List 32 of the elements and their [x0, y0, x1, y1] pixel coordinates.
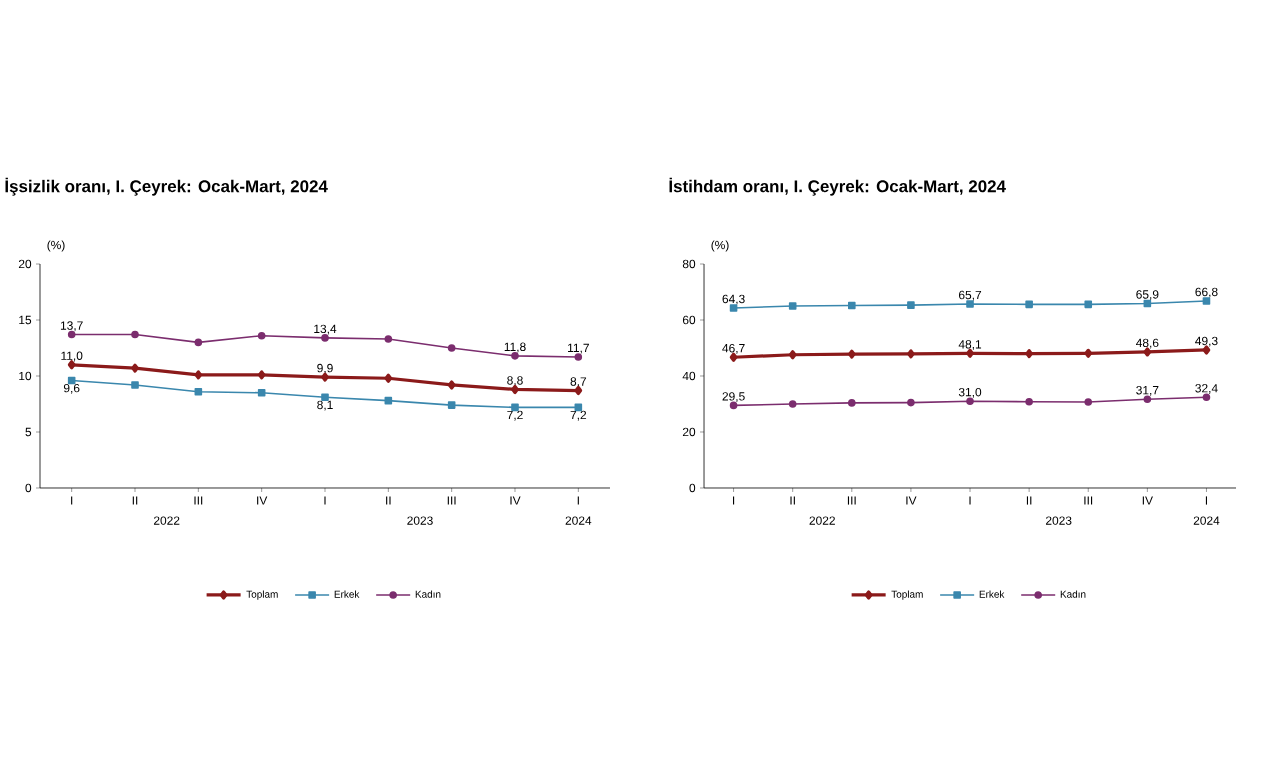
point [447, 401, 456, 409]
point [194, 338, 203, 347]
point [447, 380, 456, 390]
chart-title: İşsizlik oranı, I. Çeyrek: Ocak-Mart, 2024 [5, 177, 328, 196]
point [574, 385, 583, 396]
chart-title: İstihdam oranı, I. Çeyrek: Ocak-Mart, 2024 [669, 177, 1006, 196]
point [321, 372, 329, 382]
point [257, 389, 266, 397]
point [257, 370, 266, 380]
point [194, 370, 203, 380]
point [788, 302, 797, 310]
point [1025, 397, 1033, 406]
point [848, 399, 856, 407]
point [1084, 348, 1093, 358]
point [1084, 398, 1093, 406]
point [131, 381, 139, 389]
point [257, 331, 266, 340]
point [788, 350, 797, 360]
point [848, 301, 856, 310]
point [907, 301, 915, 309]
point [907, 398, 915, 407]
point [847, 349, 856, 359]
point [131, 330, 139, 339]
point [788, 400, 797, 408]
point [1084, 300, 1093, 309]
point [131, 363, 139, 373]
point [907, 349, 915, 359]
point [1025, 349, 1033, 359]
point [384, 335, 393, 343]
point [447, 344, 456, 352]
point [1025, 300, 1033, 309]
point [384, 373, 393, 383]
